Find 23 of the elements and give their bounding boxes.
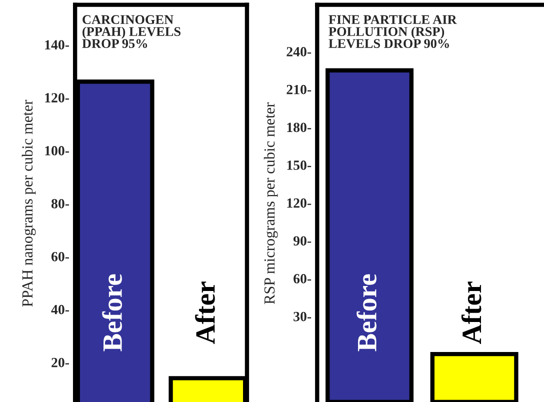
y-tick-label: 240- (286, 47, 312, 56)
text: CARCINOGEN (PPAH) LEVELS DROP 95% (82, 15, 180, 48)
y-tick-label: 80- (51, 198, 70, 208)
y-tick-label: 40- (51, 304, 70, 314)
x-tick-label: After (461, 282, 482, 344)
y-tick-label: 60- (51, 252, 70, 262)
y-tick-label: 100- (45, 146, 70, 156)
text: FINE PARTICLE AIR POLLUTION (RSP) LEVELS DROP 90% (328, 15, 457, 48)
y-tick-label: 180- (287, 122, 312, 132)
x-tick-label: Before (356, 274, 376, 352)
x-tick-label: Before (102, 274, 122, 352)
y-axis-title: RSP micrograms per cubic meter (264, 102, 278, 304)
y-axis-title: PPAH nanograms per cubic meter (22, 100, 36, 307)
y-tick-label: 120- (287, 198, 312, 208)
y-tick-label: 120- (45, 93, 70, 102)
y-tick-label: 60- (294, 274, 312, 284)
y-tick-label: 140- (45, 40, 70, 50)
y-tick-label: 20- (52, 358, 70, 368)
y-tick-label: 30- (294, 312, 312, 322)
y-tick-label: 210- (286, 84, 312, 94)
y-tick-label: 90- (293, 236, 312, 246)
x-tick-label: After (195, 282, 215, 344)
y-tick-label: 150- (287, 160, 312, 170)
